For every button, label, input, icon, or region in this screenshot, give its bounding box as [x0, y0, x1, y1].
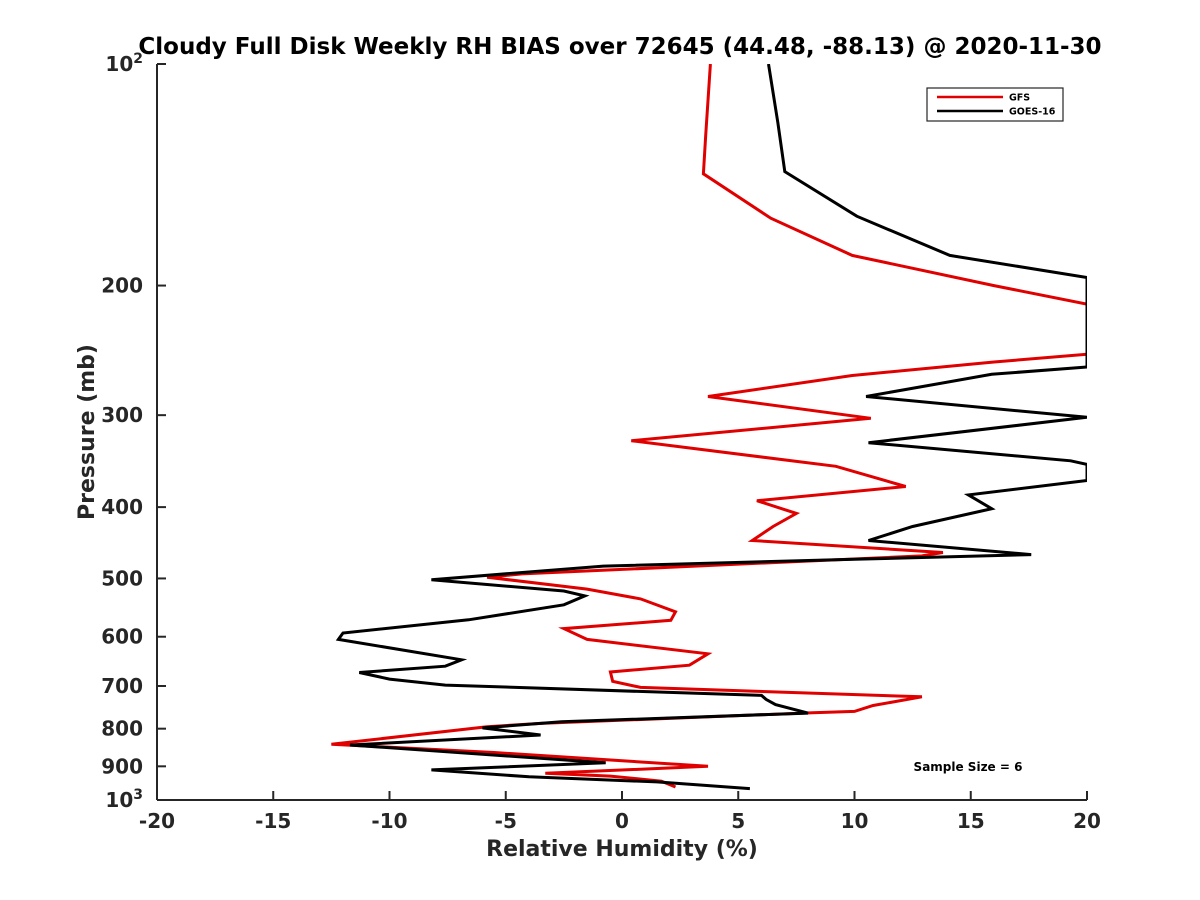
sample-size-annotation: Sample Size = 6: [914, 760, 1023, 774]
y-tick-label: 102: [105, 51, 143, 76]
legend: GFS GOES-16: [926, 87, 1064, 122]
x-tick-label: 20: [1073, 809, 1101, 833]
y-tick-label: 800: [101, 717, 143, 741]
y-tick-label: 400: [101, 495, 143, 519]
legend-label-gfs: GFS: [1009, 93, 1030, 104]
x-tick-label: -20: [139, 809, 175, 833]
y-ticks: 102 200 300 400 500 600 700 800 900 103: [101, 51, 166, 812]
series-layer: [331, 64, 1087, 791]
chart-title: Cloudy Full Disk Weekly RH BIAS over 726…: [138, 34, 1101, 60]
y-tick-label: 600: [101, 625, 143, 649]
x-tick-label: -10: [371, 809, 407, 833]
y-tick-label: 700: [101, 674, 143, 698]
series-line-gfs: [331, 64, 1087, 789]
legend-label-goes-16: GOES-16: [1009, 107, 1056, 118]
x-tick-label: 5: [731, 809, 745, 833]
x-tick-label: -5: [495, 809, 517, 833]
x-ticks: -20 -15 -10 -5 0 5 10 15 20: [139, 791, 1101, 833]
x-axis-label: Relative Humidity (%): [486, 837, 758, 862]
series-line-goes-16: [335, 64, 1087, 791]
y-axis-label: Pressure (mb): [75, 344, 100, 520]
x-tick-label: 10: [841, 809, 869, 833]
y-tick-label: 300: [101, 403, 143, 427]
y-tick-label: 900: [101, 754, 143, 778]
y-tick-label: 103: [105, 787, 143, 812]
legend-box: [926, 87, 1064, 122]
y-tick-label: 200: [101, 274, 143, 298]
x-tick-label: 15: [957, 809, 985, 833]
x-tick-label: -15: [255, 809, 291, 833]
y-tick-label: 500: [101, 566, 143, 590]
x-tick-label: 0: [615, 809, 629, 833]
